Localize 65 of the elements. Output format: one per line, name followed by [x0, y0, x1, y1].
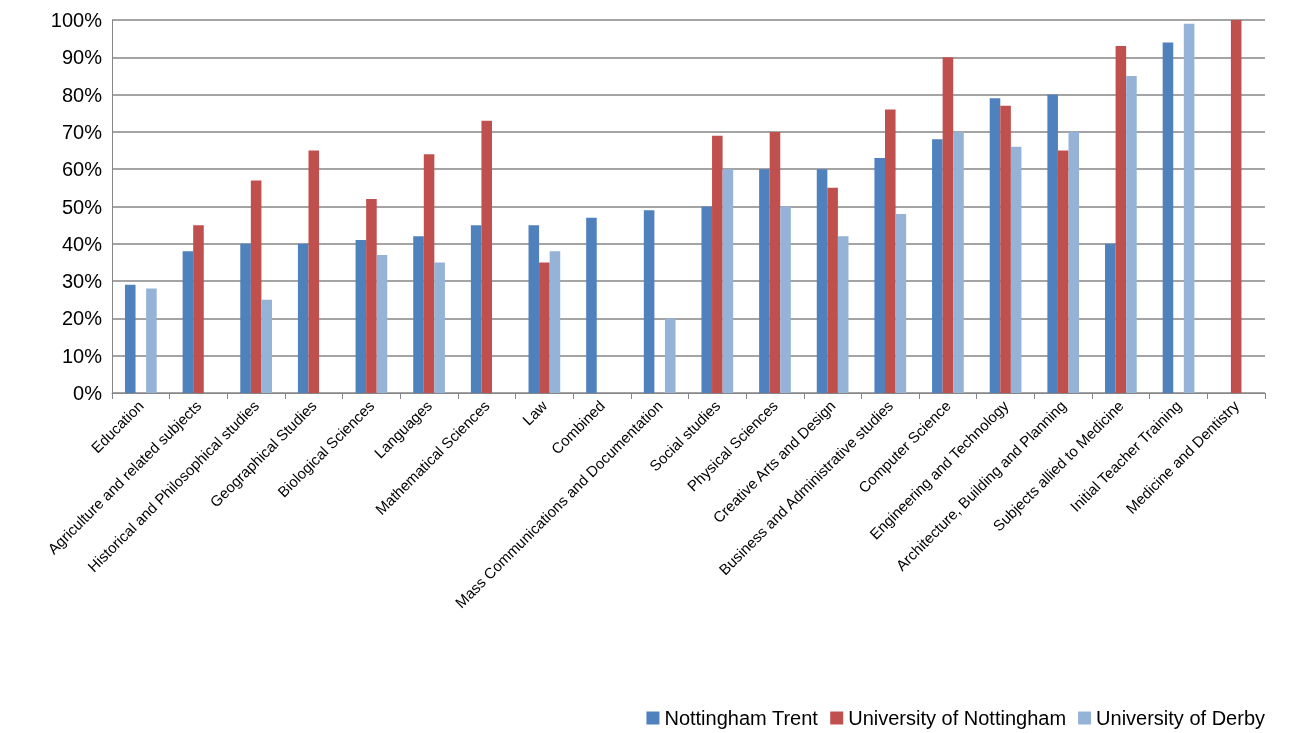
bar: [769, 131, 781, 393]
bar: [193, 225, 204, 393]
bar: [586, 217, 597, 393]
y-tick-label: 90%: [61, 46, 103, 69]
bar: [413, 236, 424, 393]
bar: [1068, 131, 1080, 393]
bar: [1230, 20, 1242, 393]
bar: [664, 318, 676, 393]
y-tick-label: 70%: [61, 120, 103, 143]
bar: [240, 243, 251, 393]
bar: [366, 199, 377, 393]
bar: [528, 225, 540, 393]
y-tick-label: 40%: [61, 232, 103, 255]
y-tick-label: 20%: [61, 307, 103, 330]
y-tick-label: 100%: [50, 9, 103, 31]
bar: [1105, 243, 1116, 393]
bar: [539, 262, 550, 393]
bar: [1000, 105, 1011, 393]
bar: [884, 109, 896, 393]
bar: [759, 169, 770, 393]
y-tick-label: 10%: [61, 344, 103, 367]
bar: [874, 158, 885, 393]
y-tick-label: 0%: [73, 382, 103, 404]
bar: [376, 254, 388, 393]
bar: [701, 206, 713, 393]
bar: [423, 154, 435, 393]
bar: [722, 169, 734, 393]
bar: [1047, 94, 1058, 393]
bar: [146, 288, 157, 393]
y-tick-label: 50%: [61, 195, 103, 218]
bar: [1057, 150, 1069, 393]
x-tick-label: Law: [518, 396, 551, 429]
bar: [1126, 75, 1137, 393]
bar: [250, 180, 262, 393]
bar: [780, 206, 791, 393]
bar: [355, 240, 367, 393]
bar: [182, 251, 194, 393]
bar: [1162, 42, 1174, 393]
bar: [481, 120, 493, 393]
bar: [953, 131, 964, 393]
y-tick-label: 60%: [61, 158, 103, 181]
y-tick-label: 80%: [61, 83, 103, 106]
bar: [308, 150, 320, 393]
bar: [827, 187, 838, 393]
bar: [932, 139, 943, 393]
bar: [989, 98, 1001, 393]
bar: [942, 57, 954, 393]
bar: [297, 243, 309, 393]
bar: [434, 262, 445, 393]
bar: [261, 299, 272, 393]
bar: [470, 225, 482, 393]
legend-label: Nottingham Trent: [664, 707, 819, 729]
bar: [643, 210, 655, 393]
bar: [837, 236, 849, 393]
bar: [895, 213, 907, 393]
bar: [816, 169, 828, 393]
bar: [549, 251, 561, 393]
legend-label: University of Nottingham: [848, 707, 1067, 729]
bar: [1010, 146, 1022, 393]
legend-label: University of Derby: [1096, 707, 1265, 729]
y-tick-label: 30%: [61, 270, 103, 293]
bar: [712, 135, 723, 393]
bar: [124, 284, 136, 393]
bar: [1115, 46, 1127, 393]
bar: [1183, 23, 1195, 393]
